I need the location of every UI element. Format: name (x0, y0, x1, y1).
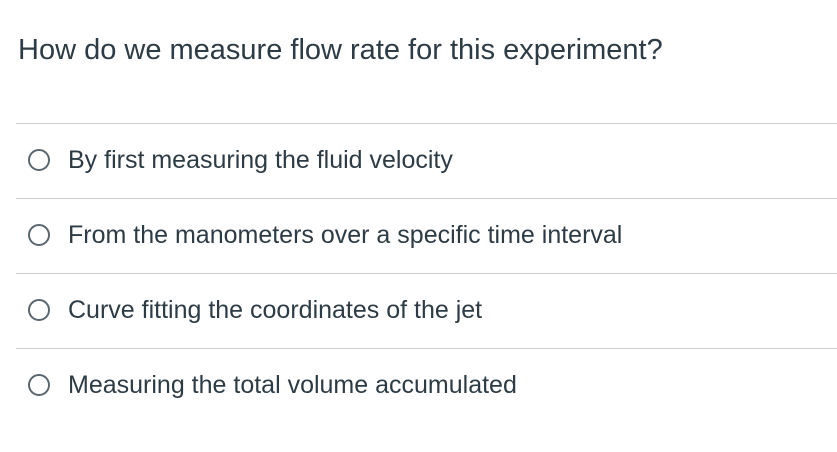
radio-button[interactable] (28, 374, 50, 396)
answer-list: By first measuring the fluid velocity Fr… (16, 123, 837, 423)
answer-option-3[interactable]: Curve fitting the coordinates of the jet (16, 273, 837, 348)
answer-option-2[interactable]: From the manometers over a specific time… (16, 198, 837, 273)
radio-button[interactable] (28, 149, 50, 171)
answer-label: Measuring the total volume accumulated (68, 371, 517, 399)
question-text: How do we measure flow rate for this exp… (18, 34, 663, 66)
radio-button[interactable] (28, 299, 50, 321)
answer-label: From the manometers over a specific time… (68, 221, 623, 249)
answer-option-1[interactable]: By first measuring the fluid velocity (16, 123, 837, 198)
answer-option-4[interactable]: Measuring the total volume accumulated (16, 348, 837, 423)
radio-button[interactable] (28, 224, 50, 246)
answer-label: By first measuring the fluid velocity (68, 146, 453, 174)
answer-label: Curve fitting the coordinates of the jet (68, 296, 483, 324)
